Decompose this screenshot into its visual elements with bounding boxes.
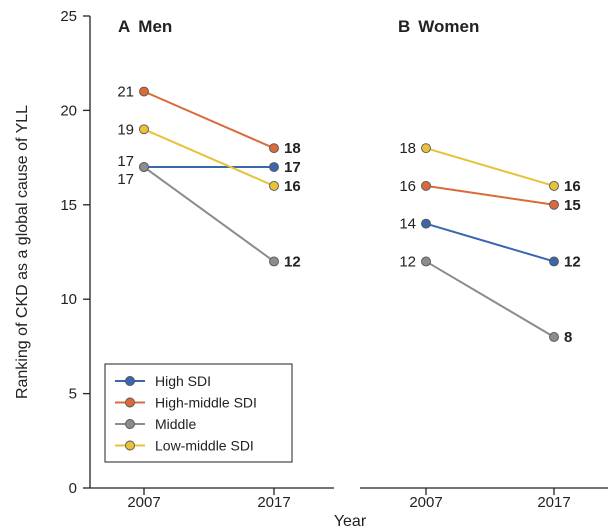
- series-line: [425, 147, 555, 187]
- series-line: [425, 260, 555, 338]
- series-line: [143, 128, 275, 187]
- y-tick-label: 10: [60, 291, 77, 308]
- panel-name: Women: [418, 17, 479, 36]
- data-label-end: 16: [284, 178, 301, 195]
- y-tick-label: 15: [60, 197, 77, 214]
- series-high-sdi: 17 17: [117, 153, 300, 176]
- x-tick-label: 2007: [127, 494, 160, 511]
- panel-letter: A: [118, 17, 130, 36]
- data-point: [549, 180, 559, 191]
- y-tick-label: 0: [69, 480, 77, 497]
- series-line: [425, 184, 555, 206]
- data-point: [549, 199, 559, 210]
- data-point: [139, 162, 149, 172]
- panel-name: Men: [138, 17, 172, 36]
- panel-title: B Women: [398, 17, 479, 36]
- y-axis-label: Ranking of CKD as a global cause of YLL: [14, 105, 31, 399]
- data-point: [421, 218, 431, 229]
- legend-label: Low-middle SDI: [155, 438, 254, 454]
- data-label-end: 12: [284, 253, 301, 270]
- legend-item-high-sdi: High SDI: [115, 373, 211, 389]
- legend-label: High-middle SDI: [155, 395, 257, 411]
- y-tick-label: 20: [60, 102, 77, 119]
- data-point: [421, 256, 431, 267]
- data-label-start: 16: [399, 178, 416, 195]
- data-label-start: 18: [399, 140, 416, 157]
- y-tick-label: 5: [69, 386, 77, 403]
- series-line: [143, 166, 275, 263]
- data-point: [549, 332, 559, 342]
- legend: High SDI High-middle SDI Middle Low-middle …: [104, 363, 293, 463]
- panel-title: A Men: [118, 17, 172, 36]
- x-tick-label: 2007: [409, 494, 442, 511]
- data-point: [549, 256, 559, 267]
- data-label-end: 8: [564, 329, 572, 346]
- data-label-end: 12: [564, 253, 581, 270]
- data-label-start: 21: [117, 84, 134, 101]
- x-tick-label: 2017: [257, 494, 290, 511]
- data-label-start: 17: [117, 153, 134, 170]
- data-point: [269, 180, 279, 191]
- legend-item-low-middle-sdi: Low-middle SDI: [115, 438, 254, 454]
- legend-label: High SDI: [155, 373, 211, 389]
- data-point: [421, 143, 431, 154]
- series-line: [143, 90, 275, 150]
- data-point: [269, 256, 279, 267]
- data-label-start: 12: [399, 253, 416, 270]
- data-label-end: 16: [564, 178, 581, 195]
- legend-item-middle: Middle: [115, 416, 196, 432]
- x-tick-label: 2017: [537, 494, 570, 511]
- x-axis-label: Year: [334, 513, 367, 530]
- legend-swatch-marker: [125, 376, 135, 386]
- data-label-end: 17: [284, 159, 301, 176]
- legend-swatch-marker: [125, 419, 135, 429]
- data-label-end: 18: [284, 140, 301, 157]
- data-label-start: 14: [399, 216, 416, 233]
- data-point: [269, 143, 279, 154]
- series-line: [425, 222, 555, 263]
- data-label-end: 15: [564, 197, 581, 214]
- series-high-sdi: 14 12: [399, 216, 580, 271]
- data-point: [139, 86, 149, 97]
- legend-item-high-middle-sdi: High-middle SDI: [115, 395, 257, 411]
- y-axis: 0 5 10 15 20 25: [60, 8, 91, 497]
- data-point: [139, 124, 149, 135]
- data-point: [269, 162, 279, 172]
- series-high-middle-sdi: 21 18: [117, 84, 300, 158]
- data-point: [421, 180, 431, 191]
- data-label-start: 17: [117, 171, 134, 188]
- legend-swatch-marker: [125, 440, 135, 451]
- series-middle: 12 8: [399, 253, 572, 346]
- y-tick-label: 25: [60, 8, 77, 25]
- panel-letter: B: [398, 17, 410, 36]
- legend-label: Middle: [155, 416, 196, 432]
- legend-swatch-marker: [125, 397, 135, 408]
- data-label-start: 19: [117, 121, 134, 138]
